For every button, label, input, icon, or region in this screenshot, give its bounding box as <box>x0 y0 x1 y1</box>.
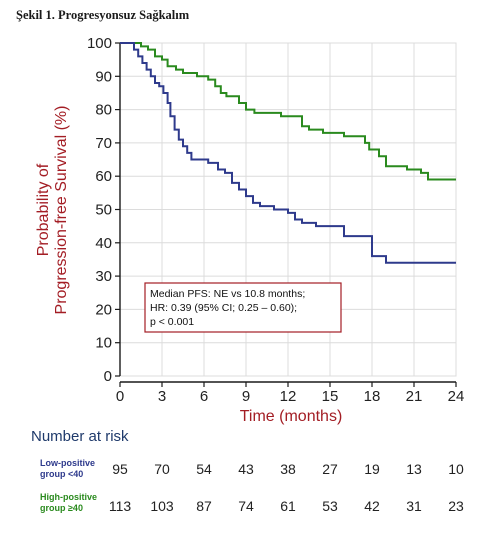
y-tick-label: 70 <box>95 135 112 152</box>
y-axis-label-line-1: Probability of <box>35 163 52 256</box>
figure-caption: Şekil 1. Progresyonsuz Sağkalım <box>16 8 190 22</box>
x-tick-label: 24 <box>448 388 465 405</box>
low-positive-curve <box>120 42 456 264</box>
risk-value: 54 <box>196 461 212 477</box>
risk-value: 19 <box>364 461 380 477</box>
risk-values: 95 70 54 43 38 27 19 13 10 113 103 87 74 61 53 42 31 23 <box>109 461 464 514</box>
y-tick-label: 30 <box>95 268 112 285</box>
risk-value: 42 <box>364 498 380 514</box>
y-tick-label: 20 <box>95 301 112 318</box>
group-label-low-line-1: Low-positive <box>40 458 95 468</box>
group-label-low-line-2: group <40 <box>40 469 83 479</box>
annotation-line-2: HR: 0.39 (95% CI; 0.25 – 0.60); <box>150 302 297 314</box>
y-tick-label: 0 <box>104 368 112 385</box>
x-tick-label: 3 <box>158 388 166 405</box>
risk-value: 103 <box>150 498 174 514</box>
risk-value: 87 <box>196 498 212 514</box>
x-tick-label: 15 <box>322 388 339 405</box>
risk-value: 38 <box>280 461 296 477</box>
x-tick-label: 12 <box>280 388 297 405</box>
risk-value: 70 <box>154 461 170 477</box>
x-tick-label: 21 <box>406 388 423 405</box>
km-plot: 0 10 20 30 40 50 60 70 80 90 100 0 3 6 9 12 15 18 21 24 Pr… <box>35 35 464 425</box>
number-at-risk-table: Number at risk Low-positive group <40 Hi… <box>31 428 464 514</box>
x-tick-label: 18 <box>364 388 381 405</box>
risk-value: 13 <box>406 461 422 477</box>
risk-value: 61 <box>280 498 296 514</box>
group-label-high-line-2: group ≥40 <box>40 503 83 513</box>
risk-value: 23 <box>448 498 464 514</box>
y-tick-label: 60 <box>95 168 112 185</box>
x-ticks: 0 3 6 9 12 15 18 21 24 <box>116 382 465 405</box>
risk-value: 43 <box>238 461 254 477</box>
y-tick-label: 40 <box>95 235 112 252</box>
y-ticks: 0 10 20 30 40 50 60 70 80 90 100 <box>87 35 120 385</box>
risk-value: 53 <box>322 498 338 514</box>
x-tick-label: 6 <box>200 388 208 405</box>
annotation-line-1: Median PFS: NE vs 10.8 months; <box>150 288 305 300</box>
risk-value: 95 <box>112 461 128 477</box>
high-positive-curve <box>120 42 456 181</box>
risk-value: 27 <box>322 461 338 477</box>
annotation-box: Median PFS: NE vs 10.8 months; HR: 0.39 … <box>144 282 342 333</box>
x-tick-label: 9 <box>242 388 250 405</box>
x-axis-label: Time (months) <box>240 408 343 425</box>
risk-table-title: Number at risk <box>31 428 129 445</box>
survival-curves <box>120 42 456 264</box>
y-tick-label: 10 <box>95 335 112 352</box>
y-axis-label: Probability of Progression-free Survival… <box>35 106 70 315</box>
risk-group-low: Low-positive group <40 <box>40 458 95 479</box>
risk-value: 113 <box>109 498 132 514</box>
y-tick-label: 100 <box>87 35 112 52</box>
x-tick-label: 0 <box>116 388 124 405</box>
risk-value: 31 <box>406 498 422 514</box>
y-tick-label: 80 <box>95 102 112 119</box>
annotation-line-3: p < 0.001 <box>150 316 194 328</box>
y-tick-label: 90 <box>95 68 112 85</box>
group-label-high-line-1: High-positive <box>40 492 97 502</box>
risk-group-high: High-positive group ≥40 <box>40 492 97 513</box>
risk-value: 10 <box>448 461 464 477</box>
y-axis-label-line-2: Progression-free Survival (%) <box>53 106 70 315</box>
annotation-border <box>144 282 342 333</box>
y-tick-label: 50 <box>95 202 112 219</box>
risk-value: 74 <box>238 498 254 514</box>
